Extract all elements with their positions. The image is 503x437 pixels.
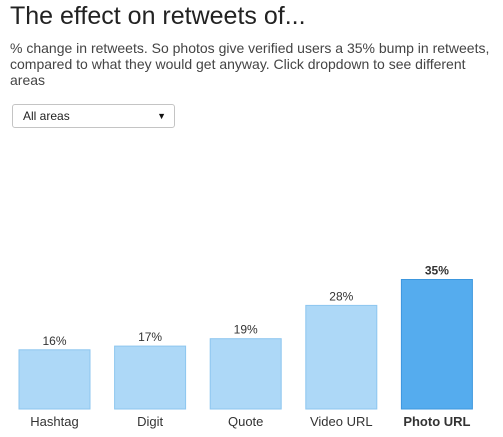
data-label: 35%: [425, 264, 449, 278]
category-label: Photo URL: [403, 414, 470, 429]
bar-video-url: [305, 304, 378, 410]
data-label: 16%: [42, 334, 66, 348]
bar-quote: [209, 338, 282, 410]
data-label: 28%: [329, 289, 353, 303]
bar-digit: [114, 345, 187, 410]
data-label: 17%: [138, 330, 162, 344]
area-dropdown[interactable]: All areas ▼: [12, 104, 175, 128]
bar-photo-url: [400, 279, 473, 410]
category-label: Digit: [137, 414, 163, 429]
category-label: Video URL: [310, 414, 373, 429]
bar-chart: 16% Hashtag 17% Digit 19% Quote 28% Video URL 35…: [18, 264, 473, 429]
page-title: The effect on retweets of...: [10, 2, 306, 30]
category-label: Quote: [228, 414, 263, 429]
chart-subtitle: % change in retweets. So photos give ver…: [10, 40, 490, 88]
data-label: 19%: [234, 323, 258, 337]
caret-down-icon: ▼: [157, 111, 166, 121]
category-label: Hashtag: [30, 414, 78, 429]
bar-hashtag: [18, 349, 91, 410]
area-dropdown-value: All areas: [23, 109, 70, 123]
